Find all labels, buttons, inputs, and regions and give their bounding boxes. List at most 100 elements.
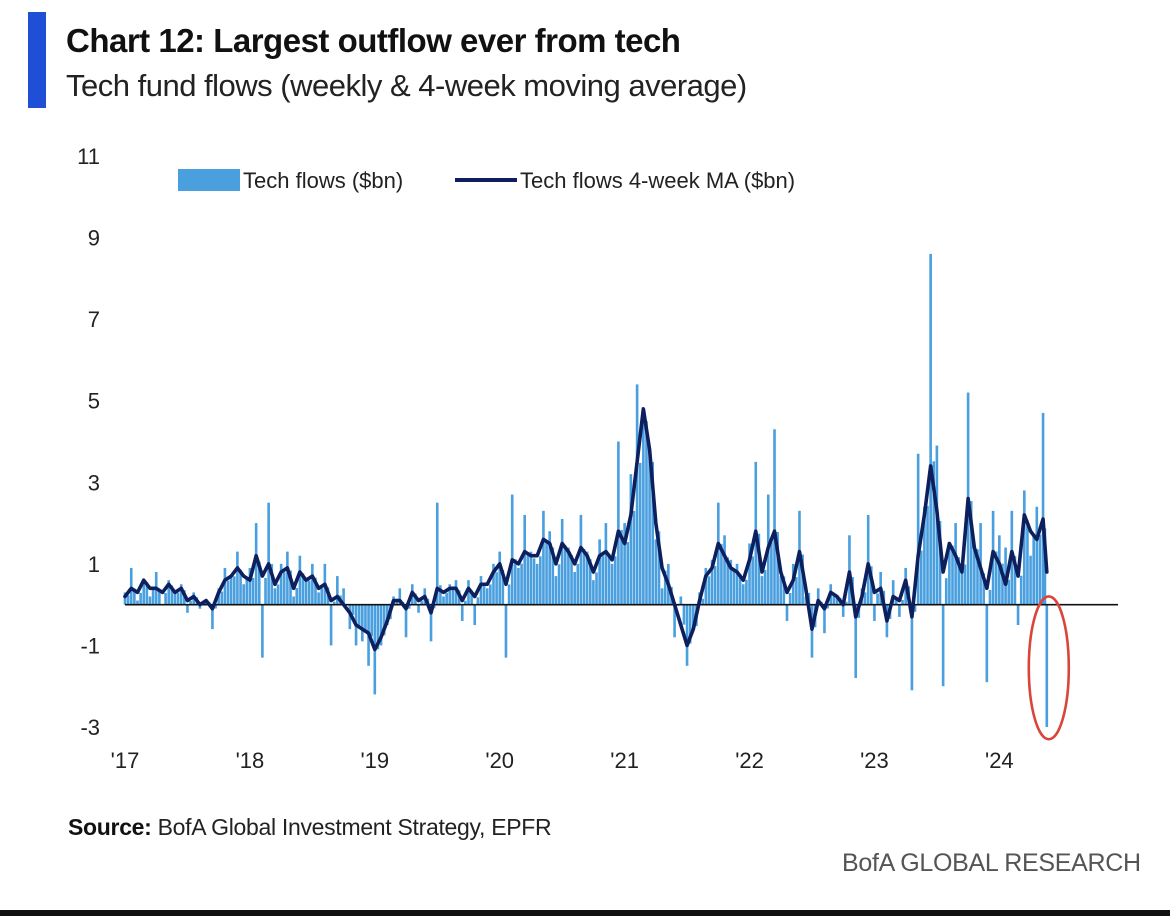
- flow-bar: [985, 604, 989, 683]
- flow-bar: [791, 563, 795, 605]
- flow-bar: [370, 604, 373, 637]
- flow-bar: [136, 600, 139, 605]
- flow-bar: [189, 600, 192, 605]
- flow-bar: [479, 576, 483, 605]
- flow-bar: [220, 591, 224, 605]
- flow-bar: [932, 461, 936, 605]
- flow-bar: [545, 540, 548, 605]
- flow-bar: [464, 600, 467, 605]
- flow-bar: [336, 576, 339, 605]
- legend-bar-label: Tech flows ($bn): [243, 168, 403, 193]
- flow-bar: [510, 494, 514, 605]
- flow-bar: [1023, 490, 1026, 605]
- flow-bar: [454, 580, 458, 605]
- flow-bar: [526, 552, 530, 605]
- flow-bar: [954, 523, 957, 605]
- source-note: Source: BofA Global Investment Strategy,…: [68, 814, 552, 841]
- flow-bar: [164, 593, 167, 605]
- flow-bar: [539, 556, 542, 605]
- flow-bar: [988, 589, 992, 605]
- flow-bar: [314, 577, 317, 605]
- flow-bar: [876, 593, 879, 605]
- flow-bar: [348, 604, 352, 630]
- flow-bar: [854, 604, 858, 679]
- flow-bar: [957, 557, 961, 605]
- x-tick-label: '17: [111, 748, 140, 773]
- flow-bar: [894, 597, 898, 605]
- flow-bar: [773, 429, 776, 605]
- y-tick-label: 3: [88, 470, 100, 495]
- flow-bar: [692, 604, 695, 630]
- flow-bar: [1041, 412, 1045, 605]
- flow-bar: [379, 604, 383, 646]
- flow-bar: [364, 604, 367, 631]
- y-tick-label: 11: [77, 144, 100, 169]
- flow-bar: [535, 563, 539, 605]
- y-tick-label: 1: [88, 552, 100, 577]
- flow-bar: [229, 576, 233, 605]
- flow-bar: [617, 441, 620, 605]
- flow-bar: [960, 567, 964, 605]
- legend-bar-swatch: [178, 169, 240, 191]
- y-tick-label: -1: [80, 633, 100, 658]
- flow-bar: [301, 573, 305, 605]
- flow-bar: [601, 555, 605, 605]
- flow-bar: [735, 563, 739, 605]
- flow-bar: [554, 576, 558, 605]
- flow-bar: [1001, 563, 1004, 605]
- flow-bar: [504, 604, 508, 658]
- flow-bar: [148, 596, 152, 605]
- flow-bar: [745, 579, 748, 605]
- flow-bar: [788, 593, 792, 605]
- flow-bar: [448, 584, 452, 605]
- flow-bar: [292, 596, 295, 605]
- flow-bar: [723, 535, 726, 605]
- flow-bar: [248, 567, 252, 605]
- flow-bar: [517, 567, 520, 605]
- flow-bar: [863, 592, 867, 605]
- flow-bar: [729, 559, 733, 605]
- flow-bar: [167, 580, 171, 605]
- flow-bar: [351, 604, 355, 615]
- flow-bar: [329, 604, 333, 646]
- flow-bar: [763, 569, 767, 605]
- flow-bar: [592, 580, 595, 605]
- flow-bar: [460, 604, 464, 621]
- flow-bar: [311, 563, 314, 605]
- flow-bar: [548, 531, 551, 605]
- chart-subtitle: Tech fund flows (weekly & 4-week moving …: [66, 68, 747, 103]
- x-tick-label: '24: [985, 748, 1014, 773]
- flow-bar: [236, 551, 239, 605]
- flow-bar: [576, 563, 580, 605]
- flow-bar: [741, 584, 745, 605]
- flow-bar: [657, 531, 661, 605]
- flow-bar: [170, 585, 174, 605]
- brand-label: BofA GLOBAL RESEARCH: [842, 849, 1141, 877]
- flow-bar: [835, 596, 839, 605]
- flow-bar: [1013, 555, 1017, 605]
- flow-bar: [573, 572, 576, 605]
- flow-bar: [782, 576, 786, 605]
- flow-bar: [951, 545, 954, 605]
- flow-bar: [707, 576, 711, 605]
- x-tick-label: '23: [860, 748, 889, 773]
- flow-bar: [261, 604, 264, 658]
- flow-bar: [963, 564, 967, 605]
- x-tick-label: '20: [485, 748, 514, 773]
- flow-bar: [994, 551, 998, 605]
- flow-bar: [660, 588, 664, 605]
- flow-bar: [757, 533, 761, 605]
- flow-bar: [254, 523, 258, 605]
- x-tick-label: '21: [610, 748, 639, 773]
- flow-bar: [685, 604, 689, 666]
- flow-bar: [738, 573, 742, 605]
- flow-bar: [1026, 520, 1029, 605]
- legend: Tech flows ($bn) Tech flows 4-week MA ($…: [178, 168, 795, 193]
- flow-bar: [304, 580, 308, 605]
- flow-bar: [760, 576, 764, 605]
- flow-bar: [142, 580, 146, 605]
- flow-bar: [826, 604, 829, 609]
- flow-bar: [473, 604, 477, 626]
- flow-bar: [567, 547, 570, 605]
- flow-bar: [913, 604, 917, 612]
